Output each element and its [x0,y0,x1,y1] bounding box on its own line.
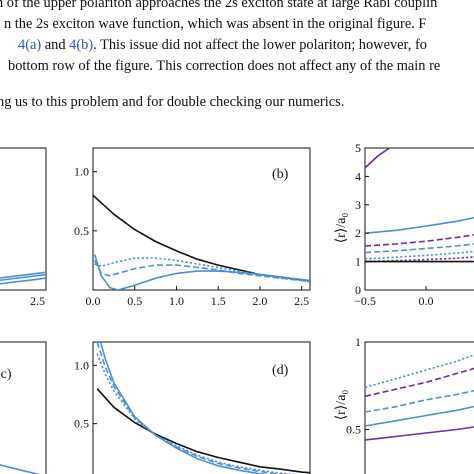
series-line [365,389,474,413]
panel-b: 0.0 0.5 1.0 1.5 2.0 2.5 0.5 1.0 (b) [74,147,311,308]
y-tick-label: 1 [355,255,361,269]
text-line-4: bottom row of the figure. This correctio… [8,58,441,74]
y-tick-label: 3 [355,198,361,212]
series-line [96,342,286,474]
x-tick-label: 1.5 [211,294,226,308]
panel-b-ticks: 0.0 0.5 1.0 1.5 2.0 2.5 0.5 1.0 [74,165,309,308]
panel-a-series-group [0,271,46,285]
panel-right-bottom-frame [364,341,474,474]
y-tick-label: 1 [355,335,361,349]
series-line [94,257,310,283]
series-line [365,148,390,169]
y-tick-label: 0.5 [74,224,89,238]
x-tick-label: −0.5 [354,294,376,308]
y-tick-label: 2 [355,226,361,240]
panel-c-label: (c) [0,367,12,382]
text-line-1: n of the upper polariton approaches the … [0,0,438,11]
panel-c-fragment: (c) [0,341,47,474]
panel-d-frame [92,341,311,474]
y-tick-label: 0.5 [74,417,89,431]
panel-right-bottom: 0.51 ⟨r⟩/a₀ [334,335,474,474]
text-line-3: 4(a) and 4(b). This issue did not affect… [18,35,427,56]
text-line-5: ng us to this problem and for double che… [0,94,345,110]
figure-ref-4a[interactable]: 4(a) [18,37,42,53]
x-tick-label: 2.5 [294,294,309,308]
series-line [365,405,474,427]
series-line [365,216,474,234]
x-tick-label: 2.0 [252,294,267,308]
panel-d-ticks: 0.5 1.0 [74,358,97,431]
series-line [365,234,474,247]
text-line-3-rest: . This issue did not affect the lower po… [93,37,427,53]
series-line [0,271,46,279]
panel-b-frame [92,147,311,291]
panel-c-series-group [0,464,41,474]
panel-right-top-series-group [365,148,474,263]
panel-right-top-ticks: −0.5 0.0 0 1 2 3 4 5 [354,141,433,308]
panel-right-bottom-series-group [365,354,474,441]
series-line [0,277,46,285]
series-line [365,367,474,398]
y-tick-label: 5 [355,141,361,155]
panel-b-label: (b) [272,167,289,182]
series-line [0,464,41,474]
panel-b-series-group [93,194,310,290]
series-line [365,354,474,389]
panel-a-fragment: 2.5 [0,147,47,308]
panel-right-top: −0.5 0.0 0 1 2 3 4 5 ⟨r⟩/a₀ [334,141,474,308]
series-line [0,273,46,282]
series-line [96,353,300,474]
y-tick-label: 1.0 [74,358,89,372]
figure-ref-4b[interactable]: 4(b) [69,37,94,53]
series-line [93,194,310,282]
x-tick-label: 0.0 [419,294,434,308]
series-line [96,388,310,474]
series-line [93,254,310,290]
x-tick-label: 1.0 [169,294,184,308]
y-tick-label: 4 [355,169,361,183]
text-line-2: n the 2s exciton wave function, which wa… [4,16,427,32]
y-tick-label: 1.0 [74,165,89,179]
panel-d-label: (d) [272,363,289,378]
series-line [99,342,269,474]
panel-right-bottom-ylabel: ⟨r⟩/a₀ [334,390,349,421]
x-tick-label: 0.5 [127,294,142,308]
y-tick-label: 0 [355,283,361,297]
panel-d-series-group [96,342,310,474]
panel-d: 0.5 1.0 (d) [74,341,311,474]
series-line [365,243,474,254]
panel-right-bottom-ticks: 0.51 [346,335,369,437]
panel-right-top-frame [364,147,474,291]
panel-c-frame [0,341,47,474]
panel-right-top-ylabel: ⟨r⟩/a₀ [334,213,349,244]
y-tick-label: 0.5 [346,423,361,437]
series-line [365,426,474,441]
x-tick-label: 0.0 [86,294,101,308]
panel-a-xtick: 2.5 [30,294,45,308]
text-and: and [41,37,70,53]
panel-a-frame [0,147,47,291]
